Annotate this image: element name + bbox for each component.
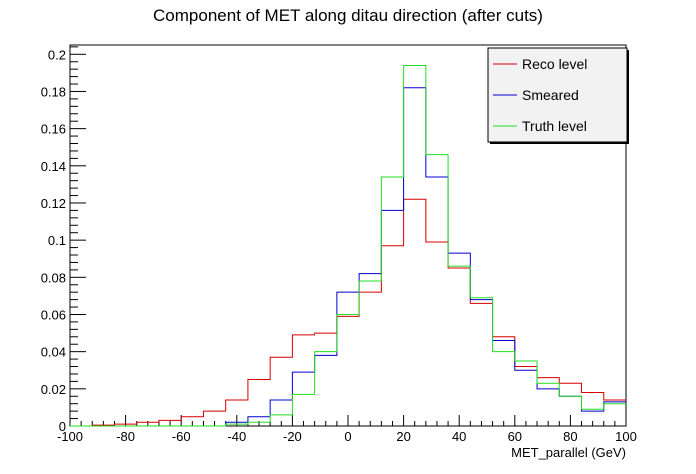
legend: Reco level Smeared Truth level: [487, 47, 629, 144]
y-tick-label: 0.06: [41, 307, 66, 322]
legend-label-truth-level: Truth level: [522, 118, 587, 134]
x-tick-label: 20: [396, 429, 410, 444]
x-axis-title: MET_parallel (GeV): [511, 445, 626, 460]
x-tick-label: -100: [57, 429, 83, 444]
y-tick-label: 0.1: [48, 233, 66, 248]
y-tick-label: 0.2: [48, 47, 66, 62]
series-truth-level-line: [70, 64, 626, 427]
legend-label-smeared: Smeared: [522, 87, 579, 103]
y-tick-label: 0.08: [41, 270, 66, 285]
y-tick-label: 0.14: [41, 159, 66, 174]
y-tick-label: 0.18: [41, 84, 66, 99]
x-tick-label: 100: [615, 429, 637, 444]
legend-label-reco-level: Reco level: [522, 56, 587, 72]
x-tick-label: -80: [116, 429, 135, 444]
x-tick-label: -40: [227, 429, 246, 444]
x-tick-label: 80: [563, 429, 577, 444]
x-tick-label: 40: [452, 429, 466, 444]
y-tick-label: 0.12: [41, 196, 66, 211]
x-tick-label: -60: [172, 429, 191, 444]
x-tick-label: 60: [508, 429, 522, 444]
series-group: [70, 64, 626, 427]
chart-title: Component of MET along ditau direction (…: [153, 6, 543, 25]
y-tick-label: 0: [59, 419, 66, 434]
axis-ticks: -100 -80 -60 -40 -20 0 20 40 60 80 100 0 0.02 0.04 0.0…: [41, 46, 637, 444]
series-reco-level-line: [70, 198, 626, 427]
y-tick-label: 0.16: [41, 122, 66, 137]
y-tick-label: 0.02: [41, 382, 66, 397]
x-tick-label: -20: [283, 429, 302, 444]
y-tick-label: 0.04: [41, 345, 66, 360]
x-tick-label: 0: [344, 429, 351, 444]
